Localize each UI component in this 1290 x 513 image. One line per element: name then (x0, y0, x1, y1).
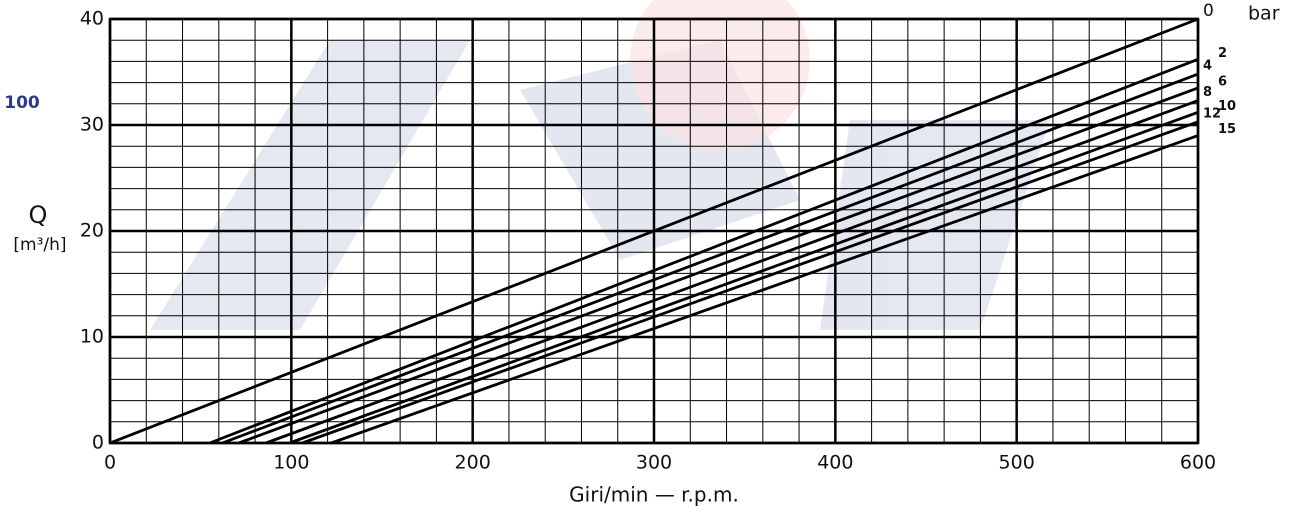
series-label: 15 (1218, 122, 1236, 137)
x-tick-label: 600 (1180, 452, 1216, 474)
legend-unit: bar (1248, 3, 1280, 25)
y-tick-label: 30 (80, 114, 104, 136)
x-axis-label: Giri/min — r.p.m. (569, 483, 739, 507)
x-tick-label: 300 (636, 452, 672, 474)
series-line (289, 110, 1199, 445)
x-tick-label: 400 (817, 452, 853, 474)
series-label: 12 (1203, 106, 1221, 121)
series-label: 4 (1203, 59, 1212, 74)
y-tick-label: 10 (80, 326, 104, 348)
plot-frame (108, 17, 1200, 445)
x-tick-label: 100 (273, 452, 309, 474)
x-tick-label: 0 (104, 452, 116, 474)
side-label: 100 (4, 93, 40, 113)
series-line (221, 72, 1199, 445)
series-line (109, 17, 1199, 445)
y-tick-label: 20 (80, 220, 104, 242)
watermark (150, 0, 1050, 330)
series-line (330, 134, 1199, 445)
series-label: 8 (1203, 85, 1212, 100)
series-label: 10 (1218, 99, 1236, 114)
series-line (238, 86, 1199, 445)
series-line (301, 120, 1199, 445)
y-axis-unit: [m³/h] (13, 235, 66, 255)
series-line (209, 57, 1199, 445)
y-axis-label: Q (29, 201, 48, 229)
series-label: 0 (1203, 1, 1214, 21)
x-tick-label: 200 (455, 452, 491, 474)
series-line (265, 99, 1199, 445)
series-label: 2 (1218, 46, 1227, 61)
y-tick-label: 0 (92, 432, 104, 454)
series-label: 6 (1218, 74, 1227, 89)
y-tick-label: 40 (80, 8, 104, 30)
x-tick-label: 500 (999, 452, 1035, 474)
